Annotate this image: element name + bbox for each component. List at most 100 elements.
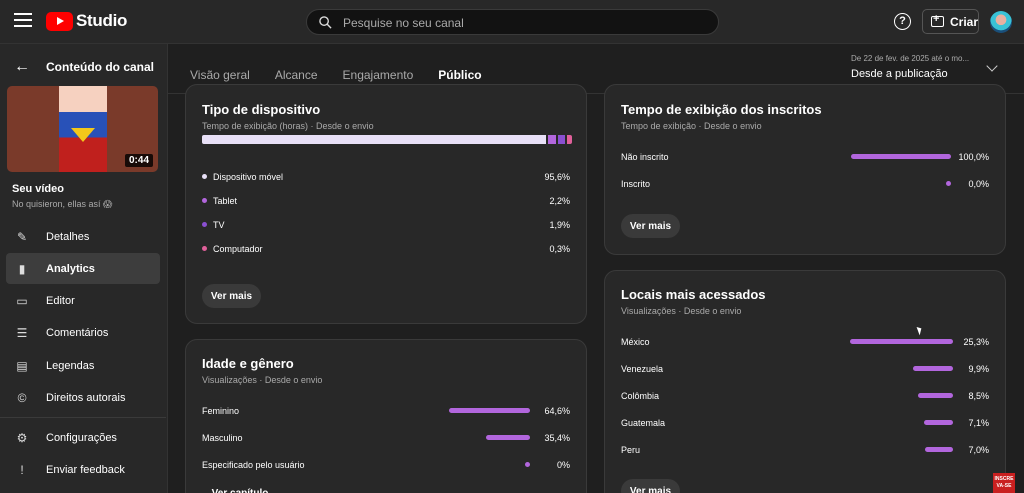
comment-icon: ☰ xyxy=(16,326,28,341)
arrow-left-icon[interactable]: ← xyxy=(14,58,30,75)
chevron-down-icon[interactable] xyxy=(986,60,998,72)
location-row: Guatemala 7,1% xyxy=(621,416,989,430)
device-value: 95,6% xyxy=(544,172,570,182)
card-title: Idade e gênero xyxy=(202,356,294,371)
tab-reach[interactable]: Alcance xyxy=(274,68,318,82)
stacked-segment xyxy=(547,135,556,144)
stacked-segment xyxy=(202,135,546,144)
video-subtitle: No quisieron, ellas así 😱 xyxy=(12,199,113,209)
back-label: Conteúdo do canal xyxy=(46,60,154,74)
video-thumbnail[interactable]: 0:44 xyxy=(7,86,158,172)
device-type-card: Tipo de dispositivo Tempo de exibição (h… xyxy=(185,84,587,324)
see-more-button[interactable]: Ver mais xyxy=(621,479,680,493)
age-gender-row-label: Masculino xyxy=(202,433,243,443)
location-row-label: Peru xyxy=(621,445,641,455)
top-locations-card: Locais mais acessados Visualizações · De… xyxy=(604,270,1006,493)
create-button[interactable]: Criar xyxy=(922,9,979,34)
location-row-value: 8,5% xyxy=(968,391,989,401)
card-title: Tipo de dispositivo xyxy=(202,102,321,117)
date-range-selector[interactable]: De 22 de fev. de 2025 até o mo... Desde … xyxy=(851,54,969,80)
sidebar-item-copyright[interactable]: © Direitos autorais xyxy=(6,382,160,413)
see-chapter-button[interactable]: Ver capítulo xyxy=(211,487,269,493)
see-more-button[interactable]: Ver mais xyxy=(621,214,680,238)
age-gender-row-label: Feminino xyxy=(202,406,240,416)
subscribe-watermark: INSCRE VA-SE xyxy=(993,473,1015,493)
device-row: Computador 0,3% xyxy=(202,242,570,256)
legend-dot-icon xyxy=(202,246,207,251)
device-label: TV xyxy=(202,220,225,230)
age-gender-row-value: 35,4% xyxy=(544,433,570,443)
sidebar: ← Conteúdo do canal 0:44 Seu vídeo No qu… xyxy=(0,44,168,493)
pencil-icon: ✎ xyxy=(16,229,28,244)
card-subtitle: Tempo de exibição · Desde o envio xyxy=(621,121,762,131)
search-icon[interactable] xyxy=(319,16,332,29)
sidebar-item-label: Analytics xyxy=(46,262,95,275)
search-bar[interactable] xyxy=(306,9,719,35)
menu-icon[interactable] xyxy=(14,13,32,27)
sidebar-item-label: Editor xyxy=(46,295,75,308)
sidebar-item-comments[interactable]: ☰ Comentários xyxy=(6,318,160,349)
device-label-text: Computador xyxy=(213,244,263,254)
legend-dot-icon xyxy=(202,174,207,179)
avatar[interactable] xyxy=(990,11,1012,33)
video-title: Seu vídeo xyxy=(12,183,64,195)
location-row-bar xyxy=(912,366,953,371)
copyright-icon: © xyxy=(17,390,27,405)
back-to-content[interactable]: ← Conteúdo do canal xyxy=(14,58,154,76)
subscriber-row: Inscrito 0,0% xyxy=(621,177,989,191)
location-row-value: 25,3% xyxy=(963,337,989,347)
location-row: Venezuela 9,9% xyxy=(621,362,989,376)
location-row-label: Colômbia xyxy=(621,391,660,401)
subscriber-row-value: 0,0% xyxy=(968,179,989,189)
age-gender-row-bar xyxy=(485,435,530,440)
see-more-button[interactable]: Ver mais xyxy=(202,284,261,308)
sidebar-item-feedback[interactable]: ! Enviar feedback xyxy=(6,455,160,486)
subscriber-row-label: Inscrito xyxy=(621,179,651,189)
location-row-bar xyxy=(924,447,953,452)
top-bar: Studio ? Criar xyxy=(0,0,1024,44)
location-row-label: Guatemala xyxy=(621,418,666,428)
tabs-divider xyxy=(168,93,1024,94)
card-subtitle: Tempo de exibição (horas) · Desde o envi… xyxy=(202,121,374,131)
thumbnail-image xyxy=(59,86,107,172)
subscriber-row-bar xyxy=(851,154,951,159)
video-duration: 0:44 xyxy=(124,154,153,167)
stacked-segment xyxy=(557,135,565,144)
subscriber-watch-time-card: Tempo de exibição dos inscritos Tempo de… xyxy=(604,84,1006,255)
subscriber-row: Não inscrito 100,0% xyxy=(621,150,989,164)
age-gender-row-label: Especificado pelo usuário xyxy=(202,460,305,470)
card-title: Tempo de exibição dos inscritos xyxy=(621,102,822,117)
sidebar-item-settings[interactable]: ⚙ Configurações xyxy=(6,422,160,453)
sidebar-item-label: Enviar feedback xyxy=(46,464,125,477)
sidebar-item-analytics[interactable]: ▮ Analytics xyxy=(6,253,160,285)
sidebar-item-subtitles[interactable]: ▤ Legendas xyxy=(6,350,160,381)
sidebar-item-label: Detalhes xyxy=(46,230,90,243)
studio-logo[interactable]: Studio xyxy=(46,11,127,31)
device-value: 0,3% xyxy=(549,244,570,254)
divider xyxy=(0,417,166,419)
search-input[interactable] xyxy=(343,14,703,32)
analytics-icon: ▮ xyxy=(18,261,26,276)
sidebar-item-editor[interactable]: ▭ Editor xyxy=(6,286,160,317)
subscriber-row-value: 100,0% xyxy=(958,152,989,162)
create-video-icon xyxy=(931,13,944,27)
age-gender-row-bar xyxy=(525,462,530,467)
device-label-text: Dispositivo móvel xyxy=(213,172,284,182)
device-label: Dispositivo móvel xyxy=(202,172,283,182)
help-icon[interactable]: ? xyxy=(894,13,911,30)
sidebar-item-details[interactable]: ✎ Detalhes xyxy=(6,221,160,252)
location-row-label: México xyxy=(621,337,650,347)
subtitles-icon: ▤ xyxy=(16,358,28,373)
location-row-bar xyxy=(918,393,953,398)
tab-engagement[interactable]: Engajamento xyxy=(342,68,414,82)
date-range-label: Desde a publicação xyxy=(851,68,948,80)
card-subtitle: Visualizações · Desde o envio xyxy=(621,306,742,316)
youtube-logo-icon xyxy=(46,11,73,31)
device-value: 2,2% xyxy=(549,196,570,206)
legend-dot-icon xyxy=(202,198,207,203)
location-row: Peru 7,0% xyxy=(621,443,989,457)
create-label: Criar xyxy=(949,14,978,29)
film-icon: ▭ xyxy=(16,294,28,309)
tab-overview[interactable]: Visão geral xyxy=(190,68,250,82)
age-gender-row: Masculino 35,4% xyxy=(202,431,570,445)
